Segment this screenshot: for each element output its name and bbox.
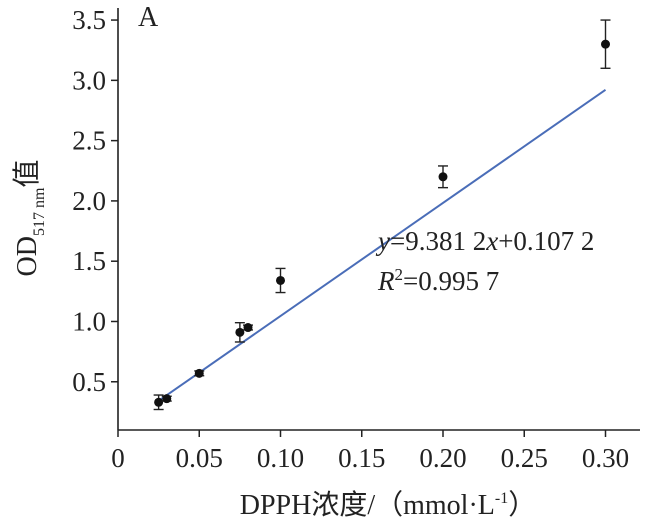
y-title-main: OD (12, 236, 43, 276)
fit-line-group (158, 88, 607, 402)
x-title-close: ） (508, 489, 536, 521)
x-title-main: DPPH浓度/（mmol·L (240, 489, 495, 521)
y-tick-label: 3.0 (72, 65, 106, 95)
data-point (154, 397, 164, 407)
y-tick-label: 1.5 (72, 246, 106, 276)
x-tick-label: 0.25 (501, 443, 548, 473)
data-point (601, 39, 610, 49)
data-point (276, 275, 285, 285)
y-title-sub: 517 nm (31, 187, 48, 236)
r-squared: R2=0.995 7 (377, 265, 499, 296)
data-point (243, 323, 253, 333)
r-letter: R (377, 266, 395, 296)
eq-x: x (485, 226, 498, 256)
data-point (194, 368, 204, 378)
y-tick-label: 2.0 (72, 186, 106, 216)
x-tick-label: 0.20 (419, 443, 466, 473)
data-point (235, 327, 245, 337)
x-tick-label: 0 (111, 443, 125, 473)
eq-part1: =9.381 2 (390, 226, 486, 256)
eq-y: y (375, 226, 390, 256)
y-tick-label: 0.5 (72, 367, 106, 397)
x-tick-label: 0.05 (176, 443, 223, 473)
r-value: =0.995 7 (403, 266, 499, 296)
x-tick-label: 0.10 (257, 443, 304, 473)
fit-line (158, 88, 607, 402)
x-title-sup: -1 (495, 490, 508, 507)
x-tick-label: 0.30 (582, 443, 629, 473)
data-point (162, 394, 172, 404)
eq-part2: +0.107 2 (498, 226, 594, 256)
y-axis-title: OD517 nm值 (11, 160, 48, 277)
y-tick-label: 3.5 (72, 5, 106, 35)
x-ticks: 0 0.05 0.10 0.15 0.20 0.25 0.30 (111, 430, 629, 473)
regression-equation: y=9.381 2x+0.107 2 (375, 226, 594, 256)
panel-label: A (138, 2, 159, 33)
data-points (153, 19, 611, 411)
x-axis-title: DPPH浓度/（mmol·L-1） (240, 489, 536, 521)
y-tick-label: 2.5 (72, 126, 106, 156)
x-tick-label: 0.15 (338, 443, 385, 473)
r-sup: 2 (395, 265, 404, 284)
y-tick-label: 1.0 (72, 306, 106, 336)
data-point (438, 172, 448, 182)
y-title-tail: 值 (11, 160, 43, 188)
y-ticks: 0.5 1.0 1.5 2.0 2.5 3.0 3.5 (72, 5, 118, 397)
